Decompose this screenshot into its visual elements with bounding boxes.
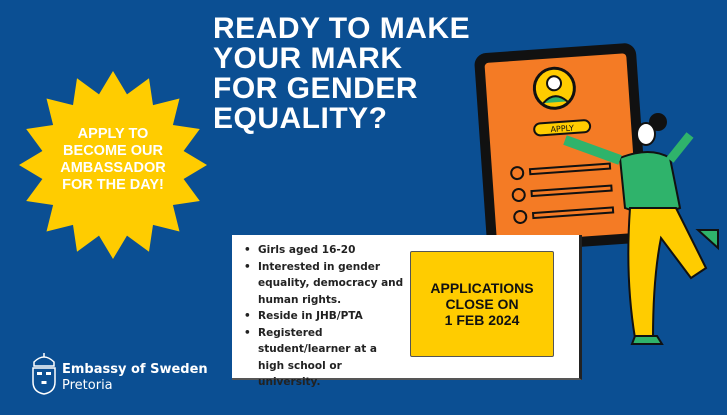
criteria-item: Registered student/learner at a high sch…	[244, 325, 404, 391]
deadline-line: 1 FEB 2024	[444, 312, 520, 328]
starburst-line: BECOME OUR	[63, 143, 163, 159]
headline: READY TO MAKE YOUR MARK FOR GENDER EQUAL…	[213, 14, 470, 134]
apply-button-illustration: APPLY	[550, 124, 574, 135]
headline-line: YOUR MARK	[213, 42, 403, 75]
deadline-line: APPLICATIONS	[430, 280, 534, 296]
criteria-item: Reside in JHB/PTA	[244, 308, 404, 325]
embassy-city: Pretoria	[62, 378, 113, 393]
starburst-text: APPLY TO BECOME OUR AMBASSADOR FOR THE D…	[38, 126, 188, 194]
swedish-crown-shield-icon	[32, 353, 56, 395]
starburst-shape	[19, 71, 207, 259]
embassy-name: Embassy of Sweden	[62, 362, 208, 377]
criteria-item: Interested in gender equality, democracy…	[244, 259, 404, 309]
starburst-line: FOR THE DAY!	[62, 177, 164, 193]
starburst-line: AMBASSADOR	[60, 160, 166, 176]
deadline-box: APPLICATIONS CLOSE ON 1 FEB 2024	[410, 251, 554, 357]
headline-line: EQUALITY?	[213, 102, 388, 135]
headline-line: READY TO MAKE	[213, 12, 471, 45]
criteria-list: Girls aged 16-20 Interested in gender eq…	[244, 242, 404, 391]
tablet-with-woman-illustration: APPLY	[474, 43, 719, 345]
embassy-logo-text: Embassy of Sweden Pretoria	[62, 362, 208, 394]
headline-line: FOR GENDER	[213, 72, 419, 105]
deadline-line: CLOSE ON	[445, 296, 519, 312]
criteria-item: Girls aged 16-20	[244, 242, 404, 259]
starburst-line: APPLY TO	[77, 126, 149, 142]
